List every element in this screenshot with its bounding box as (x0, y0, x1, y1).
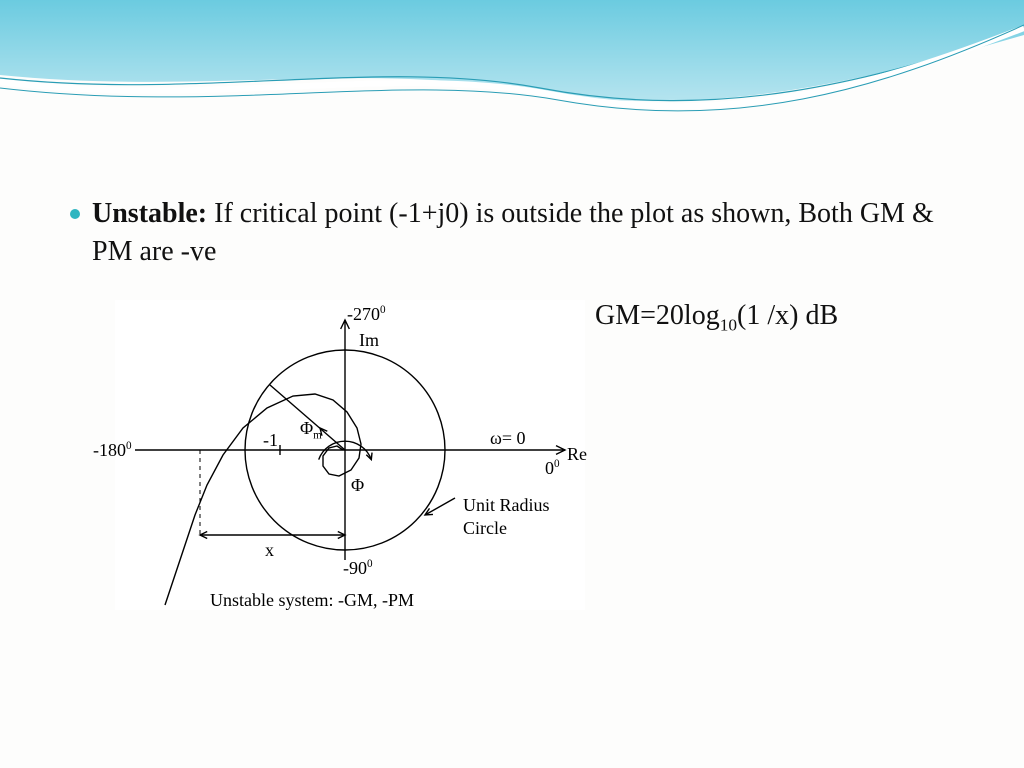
diagram-label-phi: Φ (351, 475, 364, 496)
diagram-label-caption: Unstable system: -GM, -PM (210, 590, 414, 611)
diagram-label-re: Re (567, 444, 587, 465)
diagram-label-neg1: -1 (263, 430, 278, 451)
diagram-label-zero_deg: 00 (545, 458, 560, 479)
formula-suffix: (1 /x) dB (737, 300, 838, 331)
bullet-bold: Unstable: (92, 198, 207, 229)
diagram-label-bottom_angle: -900 (343, 558, 373, 579)
bullet-rest: If critical point (-1+j0) is outside the… (92, 198, 934, 267)
formula-sub: 10 (720, 316, 737, 335)
gm-formula: GM=20log10(1 /x) dB (595, 300, 838, 336)
content-area: Unstable: If critical point (-1+j0) is o… (70, 195, 954, 271)
bullet-dot-icon (70, 209, 80, 219)
diagram-label-left_angle: -1800 (93, 440, 132, 461)
polar-plot-diagram: -2700Im-1800-1ΦmΦω= 0Re00Unit RadiusCirc… (115, 300, 585, 610)
diagram-label-unit2: Circle (463, 518, 507, 539)
diagram-label-x_label: x (265, 540, 274, 561)
slide: Unstable: If critical point (-1+j0) is o… (0, 0, 1024, 768)
formula-prefix: GM=20log (595, 300, 720, 331)
diagram-label-top_angle: -2700 (347, 304, 386, 325)
bullet-text: Unstable: If critical point (-1+j0) is o… (92, 195, 954, 271)
diagram-label-unit1: Unit Radius (463, 495, 550, 516)
diagram-label-omega0: ω= 0 (490, 428, 526, 449)
bullet-item: Unstable: If critical point (-1+j0) is o… (70, 195, 954, 271)
diagram-label-im: Im (359, 330, 379, 351)
header-wave (0, 0, 1024, 170)
diagram-label-phi_m: Φm (300, 418, 322, 442)
